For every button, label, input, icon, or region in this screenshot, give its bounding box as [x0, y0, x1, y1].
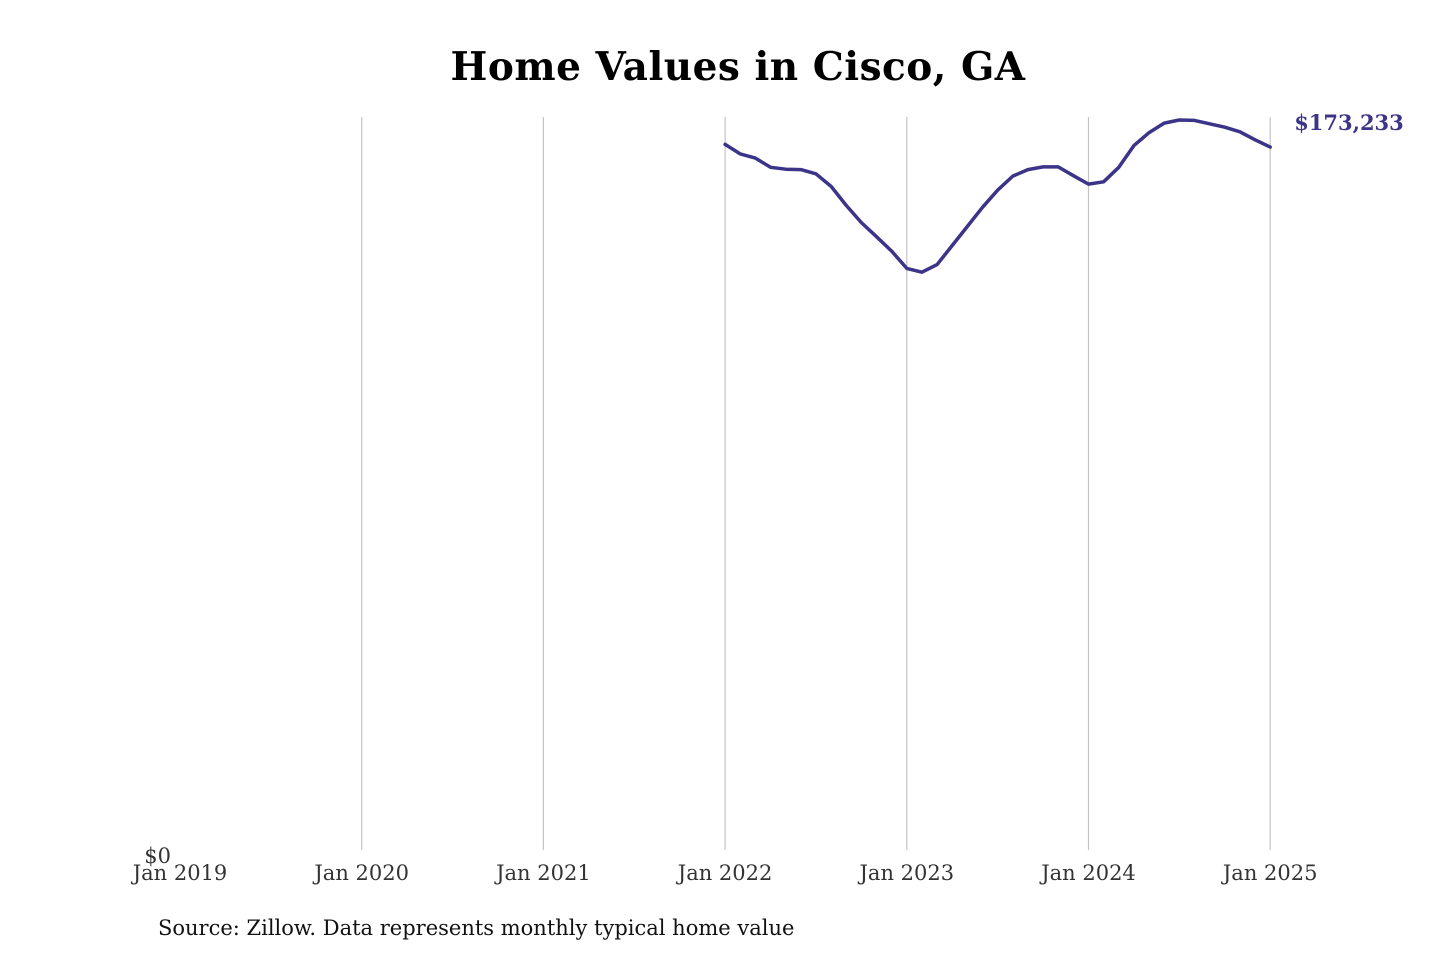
- x-tick-label: Jan 2025: [1221, 861, 1318, 885]
- x-tick-label: Jan 2021: [494, 861, 591, 885]
- x-tick-label: Jan 2020: [312, 861, 409, 885]
- x-tick-label: Jan 2024: [1039, 861, 1136, 885]
- x-tick-label: Jan 2022: [676, 861, 773, 885]
- x-tick-label: Jan 2023: [858, 861, 955, 885]
- chart-title: Home Values in Cisco, GA: [450, 44, 1026, 90]
- series-line: [723, 118, 1272, 274]
- chart-source: Source: Zillow. Data represents monthly …: [158, 916, 795, 940]
- end-value-label: $173,233: [1294, 110, 1404, 135]
- x-tick-label: Jan 2019: [131, 861, 228, 885]
- y-tick-label: $0: [144, 844, 171, 868]
